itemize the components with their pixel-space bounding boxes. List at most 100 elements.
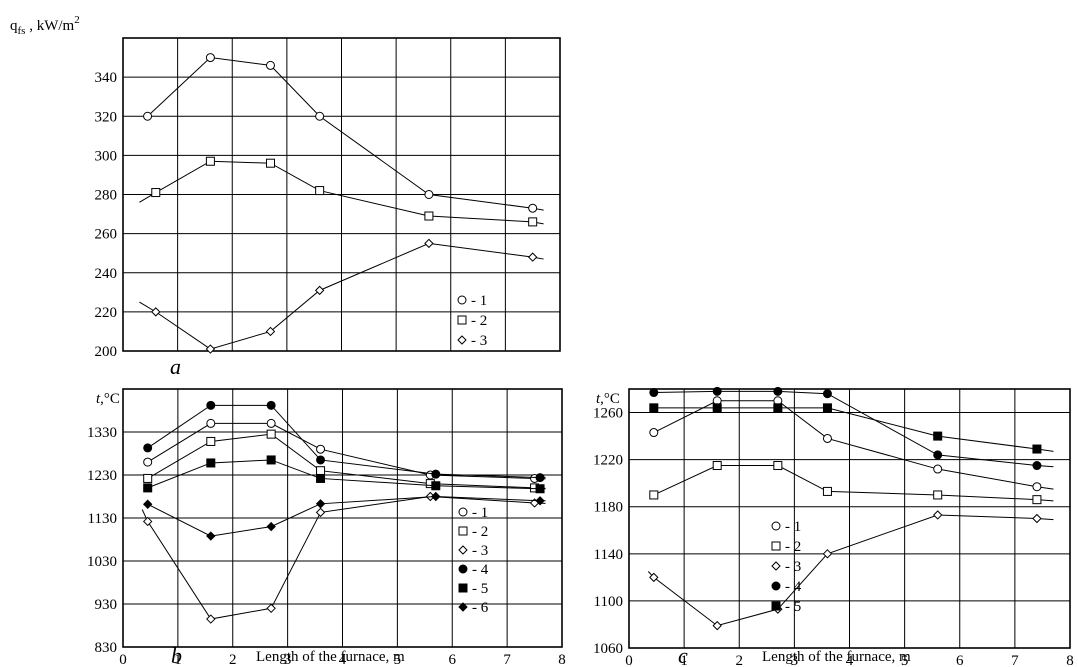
series-3-point: [314, 285, 325, 296]
legend-label-2: - 2: [471, 313, 487, 329]
series-4-point: [1032, 461, 1042, 471]
y-tick-label: 1230: [87, 468, 117, 484]
series-3-point: [151, 307, 161, 317]
x-tick-label: 4: [846, 653, 854, 667]
legend-marker-5: [771, 601, 781, 611]
series-4-point: [773, 386, 783, 396]
series-6-point: [142, 499, 153, 509]
x-tick-label: 1: [680, 653, 688, 667]
legend-label-6: - 6: [472, 600, 489, 616]
series-3-line: [141, 495, 546, 620]
legend-label-2: - 2: [472, 524, 488, 540]
series-5-point: [649, 403, 659, 413]
legend-label-1: - 1: [785, 519, 801, 535]
series-4-point: [822, 389, 832, 399]
series-3-point: [1032, 513, 1042, 524]
series-5-point: [431, 481, 441, 491]
legend-label-1: - 1: [471, 293, 487, 309]
legend-label-1: - 1: [472, 505, 488, 521]
series-1-point: [933, 464, 943, 474]
series-4-point: [933, 450, 943, 460]
series-3-point: [424, 238, 434, 249]
series-3-point: [649, 572, 659, 583]
y-axis-label: t,°C: [96, 391, 120, 407]
series-1-point: [265, 60, 275, 70]
x-tick-label: 0: [119, 652, 127, 667]
series-1-point: [143, 457, 153, 467]
x-gridlines: [683, 389, 1016, 648]
series-1-point: [424, 190, 434, 199]
legend: - 1 - 2 - 3 - 4 - 5 - 6: [458, 505, 489, 616]
x-tick-label: 8: [1066, 653, 1074, 667]
y-tick-label: 200: [95, 344, 118, 360]
legend-label-4: - 4: [785, 579, 802, 595]
x-tick-label: 5: [901, 653, 909, 667]
series-3-line: [139, 242, 544, 350]
series-2: [139, 156, 544, 227]
x-tick-label: 6: [956, 653, 964, 667]
series-2-point: [528, 217, 538, 227]
series-6-point: [315, 499, 326, 509]
series-5-point: [773, 403, 783, 413]
y-tick-label: 1330: [87, 425, 117, 441]
legend-marker-2: [771, 541, 781, 551]
series-1: [143, 418, 546, 483]
series-2-point: [316, 466, 326, 476]
series-2-point: [315, 186, 325, 196]
series-2-point: [265, 158, 275, 168]
series-4: [649, 386, 1054, 471]
series-6-point: [206, 531, 216, 541]
y-tick-label: 1260: [593, 406, 623, 422]
series-2-point: [773, 461, 783, 471]
series-1-point: [649, 428, 659, 438]
y-tick-label: 220: [95, 305, 118, 321]
series-5-point: [712, 403, 722, 413]
series-4-point: [712, 386, 722, 396]
chart-panel-c: t,°C 1060 1100 1140 1180 1220 1260 0 1 2 3 4 5 6 7 8 - …: [593, 386, 1074, 667]
panel-label: b: [171, 643, 182, 667]
legend: - 1 - 2 - 3: [457, 293, 487, 349]
series-2-point: [712, 461, 722, 471]
series-2-point: [143, 473, 153, 483]
y-tick-label: 320: [95, 109, 118, 125]
y-tick-label: 300: [95, 148, 118, 164]
legend-marker-5: [458, 583, 468, 593]
series-2-point: [206, 436, 216, 446]
y-tick-label: 1060: [593, 641, 623, 657]
panel-label: a: [170, 354, 181, 379]
legend-marker-2: [458, 526, 468, 536]
series-1-point: [822, 433, 832, 443]
x-axis-label: Length of the furnace, m: [762, 649, 911, 665]
series-2-line: [139, 160, 544, 225]
panel-label: c: [678, 643, 688, 667]
series-4-point: [431, 469, 441, 479]
y-tick-label: 280: [95, 188, 118, 204]
legend-marker-1: [457, 295, 467, 305]
legend: - 1 - 2 - 3 - 4 - 5: [771, 519, 802, 615]
y-gridlines: [123, 76, 560, 313]
series-5-point: [535, 484, 545, 494]
series-2: [143, 429, 546, 493]
series-3: [141, 491, 546, 624]
series-1-point: [143, 111, 153, 121]
x-tick-label: 7: [503, 652, 511, 667]
series-5-point: [933, 431, 943, 441]
series-5-point: [266, 455, 276, 465]
x-tick-label: 7: [1011, 653, 1019, 667]
series-3-point: [822, 549, 833, 559]
series-4-point: [649, 388, 659, 398]
series-5-point: [206, 458, 216, 468]
series-5-point: [316, 473, 326, 483]
y-tick-label: 930: [95, 597, 118, 613]
legend-marker-3: [458, 545, 468, 555]
series-1: [143, 53, 544, 213]
series-2-point: [266, 429, 276, 439]
x-axis-label: Length of the furnace, m: [256, 649, 405, 665]
series-1: [649, 396, 1054, 492]
series-1-point: [206, 418, 216, 428]
legend-marker-4: [771, 581, 781, 591]
series-3-point: [142, 516, 153, 527]
series-3-point: [265, 326, 276, 337]
series-3-line: [647, 514, 1054, 627]
